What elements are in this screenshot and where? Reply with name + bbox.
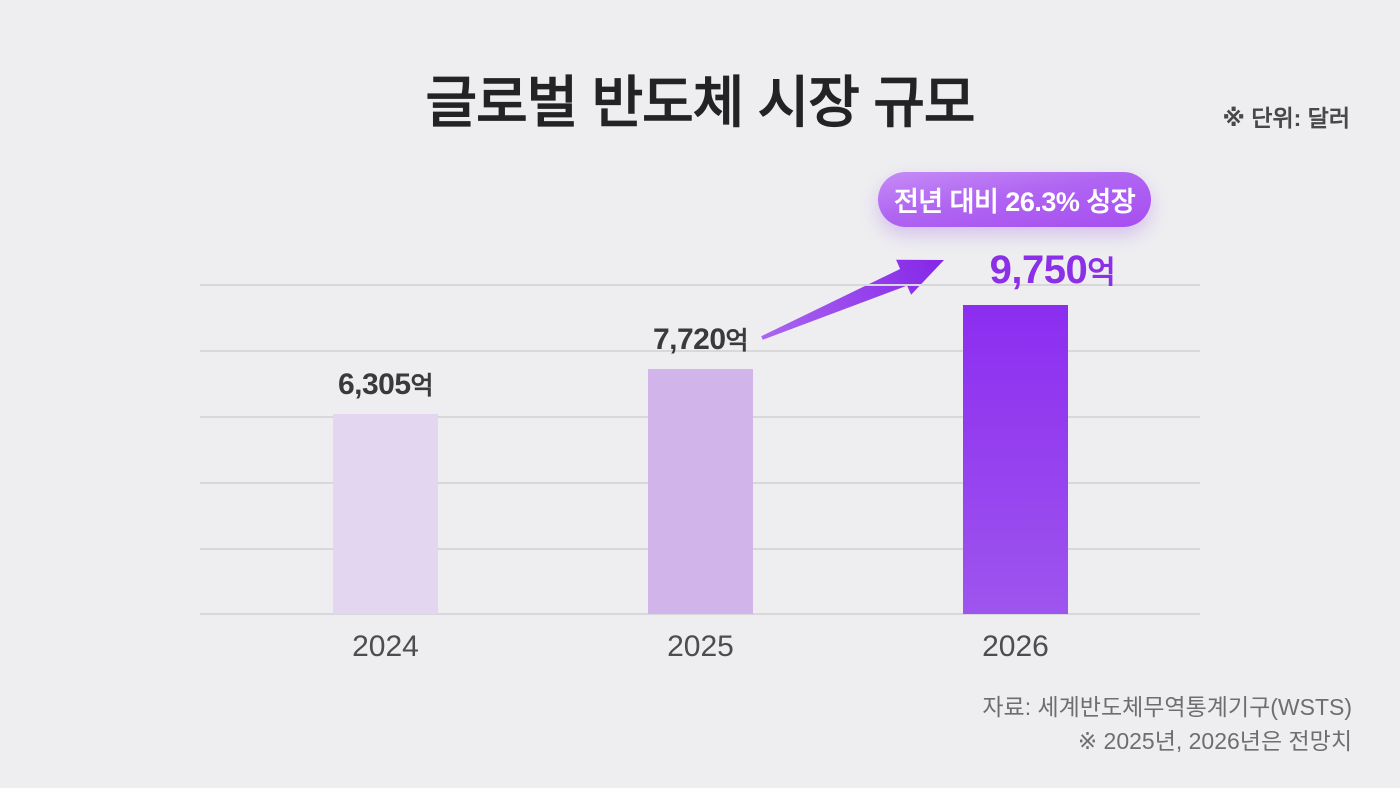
unit-note: ※ 단위: 달러 [1222, 105, 1350, 131]
gridline [200, 350, 1200, 352]
axis-label-2026: 2026 [982, 630, 1049, 663]
bar-chart: 6,305억 2024 7,720억 2025 9,750억 2026 [200, 248, 1200, 663]
bar-value-label-2026: 9,750억 [990, 247, 1116, 293]
growth-badge: 전년 대비 26.3% 성장 [878, 172, 1151, 227]
bar-group-2024: 6,305억 2024 [333, 284, 438, 663]
bar-value-label-2025: 7,720억 [652, 321, 749, 357]
axis-label-2024: 2024 [352, 630, 419, 663]
bar-2026 [963, 305, 1068, 614]
forecast-note: ※ 2025년, 2026년은 전망치 [1077, 728, 1352, 754]
bar-value-2025: 7,720 [652, 323, 726, 356]
bar-value-suffix: 억 [410, 372, 434, 400]
bar-value-2026: 9,750 [989, 248, 1088, 292]
source-line: 자료: 세계반도체무역통계기구(WSTS) [982, 694, 1352, 720]
bar-value-2024: 6,305 [337, 368, 411, 401]
bar-value-label-2024: 6,305억 [337, 366, 434, 402]
gridline [200, 284, 1200, 286]
bar-group-2025: 7,720억 2025 [648, 284, 753, 663]
bar-2025 [648, 369, 753, 614]
bar-2024 [333, 414, 438, 614]
page-title: 글로벌 반도체 시장 규모 [425, 71, 976, 134]
axis-label-2025: 2025 [667, 630, 734, 663]
growth-arrow-icon [761, 259, 944, 340]
source-note: 자료: 세계반도체무역통계기구(WSTS) ※ 2025년, 2026년은 전망… [982, 690, 1352, 758]
bar-value-suffix: 억 [1087, 255, 1116, 290]
bar-group-2026: 9,750억 2026 [963, 248, 1116, 663]
bar-value-suffix: 억 [725, 327, 749, 355]
